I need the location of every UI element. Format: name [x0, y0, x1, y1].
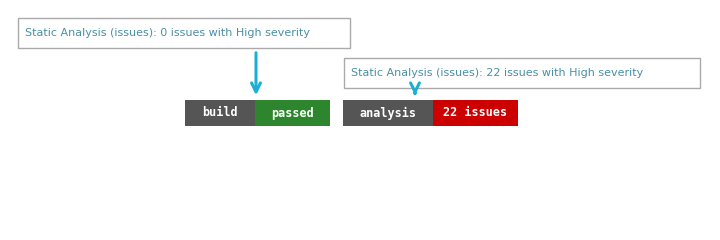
Bar: [18, 18, 350, 48]
Bar: [344, 58, 700, 88]
Bar: [343, 100, 433, 126]
Text: passed: passed: [271, 107, 314, 120]
Text: 22 issues: 22 issues: [444, 107, 508, 120]
Text: build: build: [202, 107, 238, 120]
Bar: [185, 100, 255, 126]
Text: analysis: analysis: [359, 107, 416, 120]
Text: Static Analysis (issues): 22 issues with High severity: Static Analysis (issues): 22 issues with…: [351, 68, 643, 78]
Bar: [433, 100, 518, 126]
Bar: [255, 100, 330, 126]
Text: Static Analysis (issues): 0 issues with High severity: Static Analysis (issues): 0 issues with …: [25, 28, 310, 38]
